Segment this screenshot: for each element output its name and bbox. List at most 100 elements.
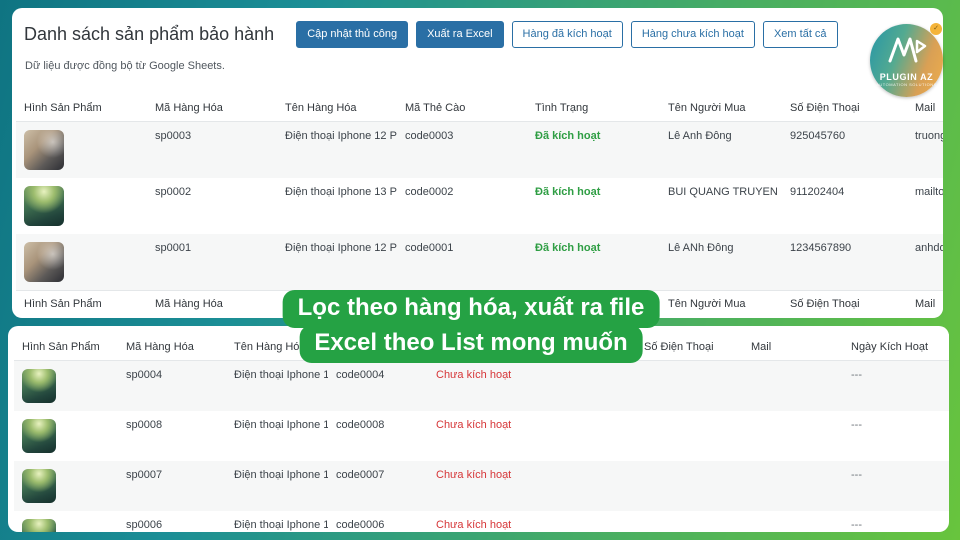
column-header: Mail (743, 334, 843, 361)
warranty-list-panel: Danh sách sản phẩm bảo hành Cập nhật thủ… (12, 8, 943, 318)
cell-card-code: code0002 (405, 186, 454, 198)
cell-product-image (14, 411, 118, 461)
cell-activation-date: --- (851, 419, 862, 431)
column-footer: Số Điện Thoại (782, 290, 907, 317)
table-row: sp0008 Điện thoại Iphone 17 code0008 Chư… (14, 411, 949, 461)
export-excel-button[interactable]: Xuất ra Excel (416, 21, 504, 48)
filter-activated-button[interactable]: Hàng đã kích hoạt (511, 21, 623, 48)
product-image (24, 242, 64, 282)
caption-overlay: Lọc theo hàng hóa, xuất ra file Excel th… (282, 290, 660, 363)
cell-product-image (16, 178, 147, 234)
column-header: Mã Thẻ Cào (397, 95, 527, 122)
product-image (24, 130, 64, 170)
column-header: Tên Người Mua (660, 95, 782, 122)
cell-product-code: sp0002 (155, 186, 192, 198)
activated-products-table: Hình Sản Phẩm Mã Hàng Hóa Tên Hàng Hóa M… (16, 95, 943, 317)
cell-activation-date: --- (851, 519, 862, 531)
cell-buyer (528, 461, 636, 511)
product-image (22, 419, 56, 453)
activated-table-wrap: Hình Sản Phẩm Mã Hàng Hóa Tên Hàng Hóa M… (16, 95, 943, 318)
product-image (22, 469, 56, 503)
cell-mail (743, 411, 843, 461)
cell-card-code: code0004 (336, 369, 385, 381)
cell-activation-date: --- (851, 369, 862, 381)
cell-activation-date: --- (851, 469, 862, 481)
column-header: Hình Sản Phẩm (14, 334, 118, 361)
cell-phone (636, 361, 743, 412)
cell-product-image (14, 361, 118, 412)
cell-phone: 1234567890 (790, 242, 852, 254)
column-footer: Hình Sản Phẩm (16, 290, 147, 317)
product-image (24, 186, 64, 226)
cell-card-code: code0006 (336, 519, 385, 531)
cell-product-code: sp0003 (155, 130, 192, 142)
cell-extra: - (941, 461, 949, 511)
cell-phone: 925045760 (790, 130, 846, 142)
panel-header: Danh sách sản phẩm bảo hành Cập nhật thủ… (12, 8, 943, 48)
cell-extra: - (941, 361, 949, 412)
cell-product-code: sp0004 (126, 369, 163, 381)
w-monogram-icon (888, 37, 926, 63)
view-all-button[interactable]: Xem tất cả (762, 21, 838, 48)
not-activated-products-table: Hình Sản Phẩm Mã Hàng Hóa Tên Hàng Hóa M… (14, 334, 949, 532)
cell-product-name: Điện thoại Iphone 12 PRO 2 (285, 130, 397, 142)
cell-product-image (14, 511, 118, 532)
table-row: sp0002 Điện thoại Iphone 13 PRO 2 code00… (16, 178, 943, 234)
column-footer: Mail (907, 290, 943, 317)
cell-product-name: Điện thoại Iphone 17 (234, 419, 328, 431)
column-header: N (941, 334, 949, 361)
cell-phone (636, 411, 743, 461)
cell-phone (636, 461, 743, 511)
cell-buyer (528, 511, 636, 532)
cell-product-name: Điện thoại Iphone 13 PRO 2 (285, 186, 397, 198)
table-row: sp0006 Điện thoại Iphone 15 code0006 Chư… (14, 511, 949, 532)
caption-line: Excel theo List mong muốn (299, 325, 643, 363)
cell-mail (743, 461, 843, 511)
not-activated-panel: Hình Sản Phẩm Mã Hàng Hóa Tên Hàng Hóa M… (8, 326, 949, 532)
cell-mail: mailtotru (915, 186, 943, 198)
cell-product-name: Điện thoại Iphone 12 PRO 1 (285, 242, 397, 254)
filter-not-activated-button[interactable]: Hàng chưa kích hoạt (630, 21, 755, 48)
cell-extra: - (941, 511, 949, 532)
cell-extra: - (941, 411, 949, 461)
cell-product-name: Điện thoại Iphone 13 PRO 3 (234, 369, 328, 381)
column-header: Hình Sản Phẩm (16, 95, 147, 122)
table-row: sp0007 Điện thoại Iphone 16 code0007 Chư… (14, 461, 949, 511)
page-title: Danh sách sản phẩm bảo hành (24, 24, 275, 44)
cell-mail: anhdong (915, 242, 943, 254)
column-header: Mail (907, 95, 943, 122)
status-badge: Chưa kích hoạt (436, 369, 512, 381)
table-row: sp0001 Điện thoại Iphone 12 PRO 1 code00… (16, 234, 943, 291)
cell-card-code: code0007 (336, 469, 385, 481)
cell-product-image (16, 122, 147, 179)
cell-card-code: code0003 (405, 130, 454, 142)
status-badge: Chưa kích hoạt (436, 469, 512, 481)
status-badge: Đã kích hoạt (535, 186, 601, 198)
cell-product-name: Điện thoại Iphone 16 (234, 469, 328, 481)
cell-buyer (528, 411, 636, 461)
cell-buyer: Lê ANh Đông (668, 242, 734, 254)
cell-buyer: BUI QUANG TRUYEN (668, 186, 778, 198)
cell-product-image (14, 461, 118, 511)
not-activated-table-wrap: Hình Sản Phẩm Mã Hàng Hóa Tên Hàng Hóa M… (14, 334, 949, 532)
column-footer: Mã Hàng Hóa (147, 290, 277, 317)
logo-tagline: AUTOMATION SOLUTIONS (876, 82, 937, 88)
cell-mail (743, 361, 843, 412)
cell-product-code: sp0001 (155, 242, 192, 254)
plugin-az-logo: PLUGIN AZ AUTOMATION SOLUTIONS ✓ (870, 23, 943, 97)
column-header: Số Điện Thoại (636, 334, 743, 361)
column-header: Ngày Kích Hoạt (843, 334, 941, 361)
column-header: Tên Hàng Hóa (277, 95, 397, 122)
product-image (22, 369, 56, 403)
cell-product-code: sp0007 (126, 469, 163, 481)
status-badge: Chưa kích hoạt (436, 519, 512, 531)
table-row: sp0004 Điện thoại Iphone 13 PRO 3 code00… (14, 360, 949, 412)
cell-product-code: sp0006 (126, 519, 163, 531)
manual-update-button[interactable]: Cập nhật thủ công (296, 21, 409, 48)
status-badge: Đã kích hoạt (535, 242, 601, 254)
cell-card-code: code0008 (336, 419, 385, 431)
column-header: Số Điện Thoại (782, 95, 907, 122)
product-image (22, 519, 56, 532)
caption-line: Lọc theo hàng hóa, xuất ra file (282, 290, 660, 328)
cell-phone: 911202404 (790, 186, 845, 198)
